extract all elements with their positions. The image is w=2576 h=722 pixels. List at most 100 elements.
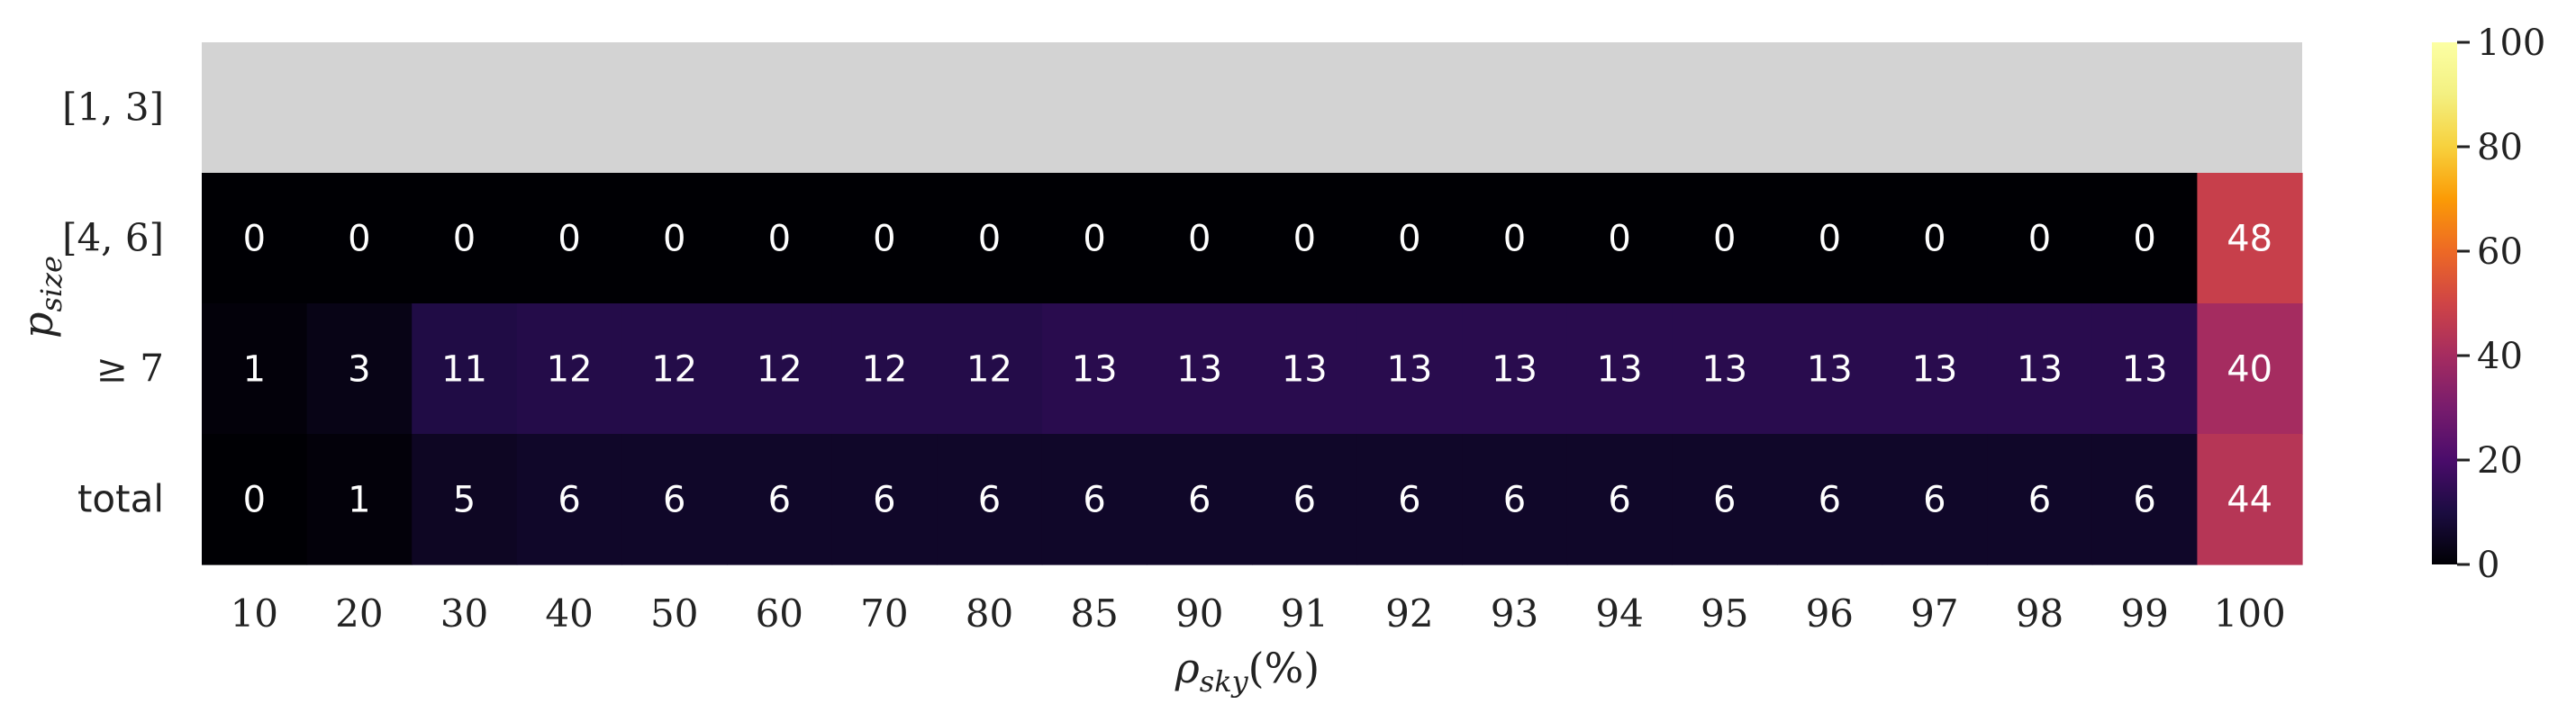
- heatmap-cell-label: 1: [348, 480, 370, 521]
- heatmap-cell: [937, 434, 1043, 565]
- heatmap-cell: [1041, 173, 1147, 304]
- heatmap-cell-label: 0: [243, 219, 266, 260]
- heatmap-cell: [727, 434, 833, 565]
- heatmap-cell-label: 13: [1597, 349, 1643, 391]
- heatmap-cell: [516, 303, 622, 435]
- heatmap-cell: [1672, 173, 1778, 304]
- heatmap-cell: [1882, 173, 1988, 304]
- heatmap-cell: [2091, 434, 2198, 565]
- heatmap-cell: [202, 434, 308, 565]
- heatmap-cell-label: 12: [966, 349, 1012, 391]
- heatmap-cell: [2091, 173, 2198, 304]
- x-tick-label: 10: [231, 591, 278, 636]
- x-axis-label-rest: (%): [1248, 644, 1320, 692]
- heatmap-cell-label: 1: [243, 349, 266, 391]
- heatmap-cell-label: 6: [2133, 480, 2155, 521]
- heatmap-cell: [1987, 303, 2093, 435]
- x-tick-label: 50: [650, 591, 698, 636]
- heatmap-cell: [1252, 434, 1358, 565]
- colorbar-tick-label: 20: [2477, 440, 2523, 482]
- heatmap-cell: [2197, 434, 2303, 565]
- y-axis-label-main: p: [14, 312, 62, 338]
- heatmap-cell-label: 0: [1398, 219, 1420, 260]
- heatmap-cell: [2197, 303, 2303, 435]
- heatmap-cell-label: 0: [243, 480, 266, 521]
- heatmap-cell: [202, 303, 308, 435]
- heatmap-cell-label: 6: [1293, 480, 1316, 521]
- heatmap-cell-label: 6: [558, 480, 580, 521]
- heatmap-cell-label: 3: [348, 349, 370, 391]
- x-tick-label: 92: [1385, 591, 1433, 636]
- heatmap-cell-label: 0: [1819, 219, 1841, 260]
- heatmap-cell: [1462, 303, 1568, 435]
- heatmap-cell: [1041, 303, 1147, 435]
- heatmap-cell: [1987, 173, 2093, 304]
- heatmap-cell-label: 12: [651, 349, 697, 391]
- heatmap-cell: [1882, 434, 1988, 565]
- heatmap-cell: [621, 303, 728, 435]
- colorbar-tick-label: 100: [2477, 23, 2545, 64]
- heatmap-cell-label: 6: [1083, 480, 1105, 521]
- heatmap-cell-label: 6: [1188, 480, 1211, 521]
- x-tick-label: 90: [1175, 591, 1223, 636]
- x-tick-label: 93: [1491, 591, 1538, 636]
- heatmap-cell-label: 13: [1072, 349, 1118, 391]
- heatmap-cell-label: 13: [2122, 349, 2168, 391]
- heatmap-cell: [306, 434, 413, 565]
- x-axis-label: ρsky(%): [1175, 644, 1320, 699]
- colorbar-tick-label: 0: [2477, 545, 2499, 586]
- x-tick-label: 40: [545, 591, 593, 636]
- heatmap-cell-label: 0: [2028, 219, 2051, 260]
- heatmap-cell-label: 0: [978, 219, 1001, 260]
- heatmap-cell: [621, 434, 728, 565]
- heatmap-cell: [1147, 434, 1253, 565]
- heatmap-cell-label: 0: [1083, 219, 1105, 260]
- x-tick-label: 85: [1070, 591, 1118, 636]
- heatmap-cell: [516, 434, 622, 565]
- heatmap-cell-label: 6: [1398, 480, 1420, 521]
- heatmap-cell-label: 0: [873, 219, 895, 260]
- x-tick-label: 99: [2120, 591, 2168, 636]
- heatmap-cell: [1777, 303, 1883, 435]
- heatmap-cell: [1672, 303, 1778, 435]
- heatmap-cell-label: 0: [768, 219, 791, 260]
- heatmap-cell-label: 6: [1923, 480, 1946, 521]
- x-axis-label-main: ρ: [1175, 644, 1200, 692]
- heatmap-cell-label: 11: [441, 349, 487, 391]
- heatmap-cell-label: 6: [1713, 480, 1736, 521]
- heatmap-cell-label: 6: [2028, 480, 2051, 521]
- heatmap-cell: [1356, 434, 1463, 565]
- heatmap-cell: [1041, 434, 1147, 565]
- heatmap-cell: [412, 434, 518, 565]
- heatmap-cell: [2091, 303, 2198, 435]
- heatmap-cell-label: 0: [1188, 219, 1211, 260]
- heatmap-cell-label: 6: [873, 480, 895, 521]
- heatmap-cell-label: 0: [558, 219, 580, 260]
- heatmap-cell-label: 13: [1282, 349, 1328, 391]
- heatmap-cell: [831, 434, 938, 565]
- heatmap-cell: [412, 303, 518, 435]
- heatmap-cell-label: 13: [1176, 349, 1222, 391]
- heatmap-cell: [1566, 173, 1673, 304]
- x-tick-label: 60: [756, 591, 803, 636]
- heatmap-cell-label: 13: [1386, 349, 1432, 391]
- y-axis-label: psize: [14, 256, 68, 338]
- x-tick-label: 70: [860, 591, 908, 636]
- colorbar-tick-label: 80: [2477, 127, 2523, 168]
- heatmap-cell: [1566, 303, 1673, 435]
- heatmap-cell: [831, 173, 938, 304]
- heatmap-cell: [1252, 303, 1358, 435]
- heatmap-cell-label: 6: [1608, 480, 1630, 521]
- heatmap-cell-label: 0: [1503, 219, 1526, 260]
- x-axis-label-sub: sky: [1200, 664, 1249, 699]
- heatmap-row-missing: [202, 42, 2302, 173]
- y-tick-label: [1, 3]: [62, 86, 164, 130]
- heatmap-cell-label: 6: [1503, 480, 1526, 521]
- y-tick-label: total: [77, 477, 164, 521]
- heatmap-cell: [937, 303, 1043, 435]
- x-tick-label: 94: [1595, 591, 1643, 636]
- heatmap-cell: [1987, 434, 2093, 565]
- x-tick-label: 30: [440, 591, 488, 636]
- heatmap-cell: [831, 303, 938, 435]
